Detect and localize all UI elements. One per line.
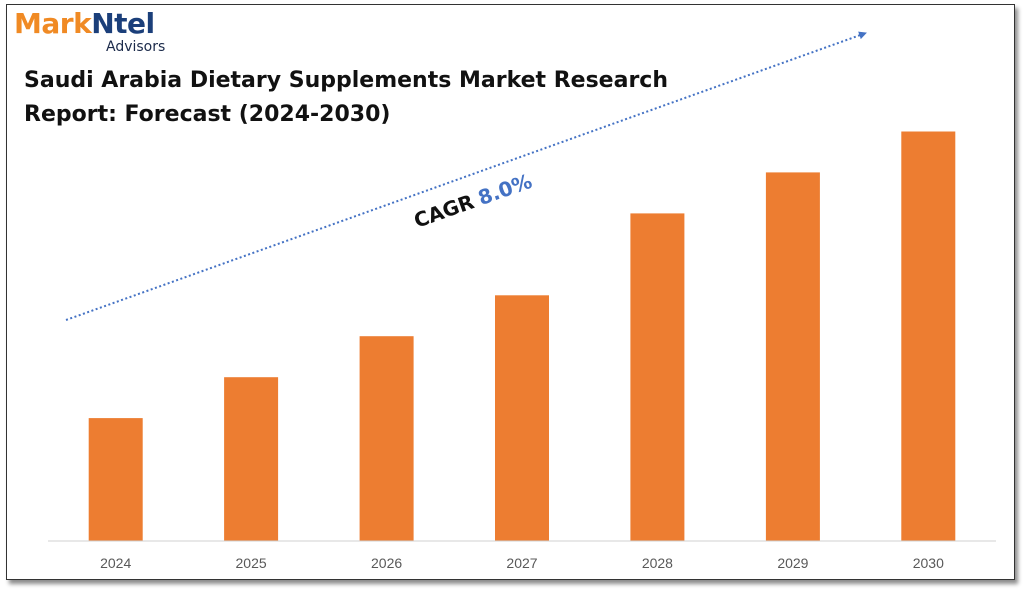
- bar-2029: [765, 172, 820, 541]
- x-tick-label-2026: 2026: [371, 555, 402, 571]
- logo-part-mark: Mark: [14, 7, 92, 40]
- chart-title-line-2: Report: Forecast (2024-2030): [24, 102, 391, 127]
- x-tick-label-2028: 2028: [642, 555, 673, 571]
- chart-title: Saudi Arabia Dietary Supplements Market …: [24, 64, 668, 132]
- bar-2027: [495, 295, 549, 541]
- bar-2024: [88, 418, 143, 541]
- marknetl-logo: MarkNtel Advisors: [14, 8, 214, 58]
- trend-arrow: [65, 31, 867, 321]
- cagr-text: CAGR8.0%: [411, 169, 535, 233]
- bar-2030: [901, 131, 956, 541]
- bar-2028: [630, 213, 685, 541]
- logo-part-ntel: Ntel: [91, 7, 155, 40]
- x-tick-label-2027: 2027: [506, 555, 537, 571]
- x-tick-label-2025: 2025: [236, 555, 267, 571]
- cagr-label: CAGR: [411, 189, 477, 232]
- logo-wordmark: MarkNtel: [14, 8, 155, 40]
- cagr-annotation: CAGR8.0%: [411, 169, 535, 233]
- logo-subtitle: Advisors: [106, 39, 166, 55]
- bars-group: [88, 131, 956, 541]
- x-tick-label-2029: 2029: [777, 555, 808, 571]
- bar-2025: [224, 377, 279, 541]
- x-axis-labels: 2024 2025 2026 2027 2028 2029 2030: [100, 555, 944, 571]
- x-tick-label-2030: 2030: [913, 555, 944, 571]
- cagr-value: 8.0%: [475, 169, 535, 210]
- x-tick-label-2024: 2024: [100, 555, 131, 571]
- chart-title-line-1: Saudi Arabia Dietary Supplements Market …: [24, 68, 668, 93]
- bar-2026: [359, 336, 414, 541]
